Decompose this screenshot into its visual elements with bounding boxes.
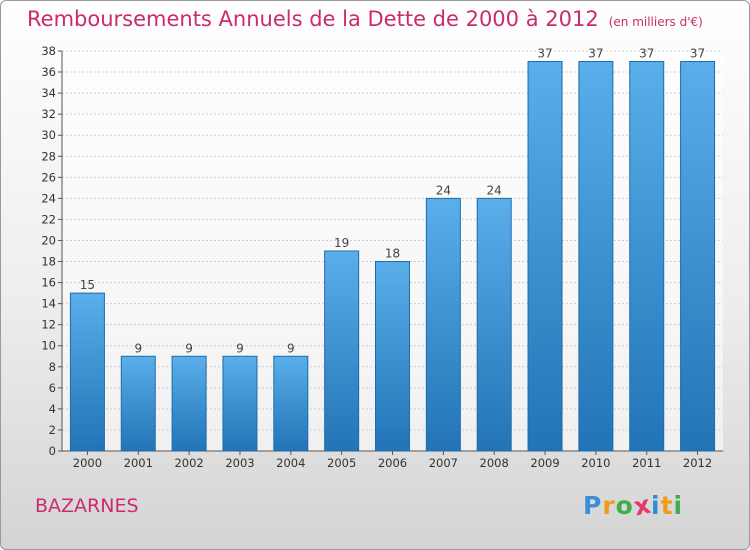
bar-2011 bbox=[629, 61, 665, 452]
data-label: 9 bbox=[134, 341, 142, 355]
bar-2000 bbox=[69, 292, 105, 452]
y-tick-label: 26 bbox=[41, 170, 56, 184]
data-label: 15 bbox=[80, 278, 95, 292]
data-label: 37 bbox=[537, 47, 552, 61]
city-name: BAZARNES bbox=[35, 495, 139, 517]
x-tick-label: 2005 bbox=[327, 456, 356, 470]
y-tick-label: 10 bbox=[41, 339, 56, 353]
logo-letter: r bbox=[602, 491, 616, 520]
x-tick-label: 2003 bbox=[225, 456, 254, 470]
data-label: 37 bbox=[588, 47, 603, 61]
data-label: 24 bbox=[487, 183, 502, 197]
bar-2006 bbox=[375, 261, 410, 452]
logo-letter: i bbox=[673, 491, 684, 520]
data-label: 9 bbox=[236, 341, 244, 355]
data-label: 19 bbox=[334, 236, 349, 250]
bar-2010 bbox=[578, 61, 614, 452]
bar-2009 bbox=[527, 61, 563, 452]
proxiti-logo: Proxiti bbox=[583, 490, 684, 522]
bar-2008 bbox=[476, 197, 512, 452]
y-tick-label: 2 bbox=[49, 423, 56, 437]
logo-letter: P bbox=[583, 491, 603, 520]
logo-letter: t bbox=[660, 491, 674, 520]
x-tick-label: 2008 bbox=[480, 456, 509, 470]
y-tick-label: 24 bbox=[41, 191, 56, 205]
x-tick-label: 2010 bbox=[581, 456, 610, 470]
data-label: 37 bbox=[690, 47, 705, 61]
x-tick-label: 2011 bbox=[632, 456, 661, 470]
bar-2004 bbox=[273, 355, 309, 452]
data-label: 24 bbox=[436, 183, 451, 197]
x-tick-label: 2000 bbox=[73, 456, 102, 470]
bar-2007 bbox=[425, 197, 461, 452]
data-label: 9 bbox=[185, 341, 193, 355]
y-tick-label: 6 bbox=[49, 381, 56, 395]
chart-title-text: Remboursements Annuels de la Dette de 20… bbox=[27, 7, 599, 31]
data-label: 9 bbox=[287, 341, 295, 355]
bar-2003 bbox=[222, 355, 258, 452]
y-tick-label: 4 bbox=[49, 402, 56, 416]
x-tick-label: 2006 bbox=[378, 456, 407, 470]
bar-2012 bbox=[680, 61, 716, 452]
y-tick-label: 34 bbox=[41, 86, 56, 100]
x-tick-label: 2012 bbox=[683, 456, 712, 470]
x-tick-label: 2002 bbox=[174, 456, 203, 470]
y-tick-label: 14 bbox=[41, 297, 56, 311]
y-tick-label: 8 bbox=[49, 360, 56, 374]
y-tick-label: 12 bbox=[41, 318, 56, 332]
y-tick-label: 22 bbox=[41, 212, 56, 226]
x-tick-label: 2009 bbox=[530, 456, 559, 470]
bar-2001 bbox=[120, 355, 156, 452]
y-tick-label: 28 bbox=[41, 149, 56, 163]
data-label: 18 bbox=[385, 247, 400, 261]
y-tick-label: 20 bbox=[41, 233, 56, 247]
bar-2002 bbox=[171, 355, 207, 452]
y-tick-label: 38 bbox=[41, 44, 56, 58]
logo-letter: o bbox=[615, 491, 634, 520]
y-tick-label: 18 bbox=[41, 255, 56, 269]
y-tick-label: 30 bbox=[41, 128, 56, 142]
y-tick-label: 16 bbox=[41, 276, 56, 290]
y-tick-label: 32 bbox=[41, 107, 56, 121]
x-tick-label: 2007 bbox=[429, 456, 458, 470]
bar-2005 bbox=[324, 250, 360, 452]
logo-letter: i bbox=[651, 491, 661, 520]
y-tick-label: 36 bbox=[41, 65, 56, 79]
x-tick-label: 2004 bbox=[276, 456, 305, 470]
chart-subtitle: (en milliers d'€) bbox=[608, 15, 703, 29]
data-label: 37 bbox=[639, 47, 654, 61]
chart-title: Remboursements Annuels de la Dette de 20… bbox=[27, 7, 703, 31]
y-tick-label: 0 bbox=[49, 444, 56, 458]
x-tick-label: 2001 bbox=[124, 456, 153, 470]
